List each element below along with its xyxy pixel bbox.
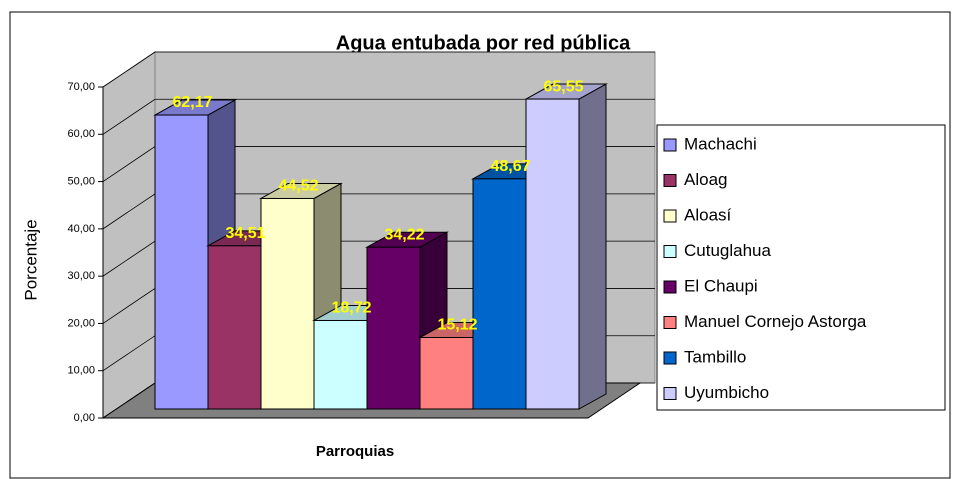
legend-label: Uyumbicho: [684, 383, 769, 402]
bar: [472, 178, 527, 410]
y-axis-label: Porcentaje: [21, 219, 40, 300]
bar: [313, 319, 368, 410]
legend-label: Manuel Cornejo Astorga: [684, 312, 867, 331]
legend-swatch: [663, 351, 677, 365]
bar: [419, 337, 474, 410]
y-tick-label: 10,00: [67, 365, 95, 377]
legend-label: El Chaupi: [684, 276, 758, 295]
y-tick-label: 30,00: [67, 270, 95, 282]
legend-swatch: [663, 387, 677, 400]
y-tick-label: 0,00: [74, 412, 95, 424]
legend: [656, 124, 946, 411]
y-tick-label: 20,00: [67, 317, 95, 329]
grid-line: [102, 98, 655, 135]
value-label: 44,52: [278, 178, 318, 195]
legend-swatch: [663, 245, 677, 258]
legend-label: Aloasí: [684, 205, 732, 224]
legend-label: Tambillo: [684, 347, 746, 366]
y-tick-label: 50,00: [67, 175, 95, 187]
bar: [260, 197, 315, 410]
grid-line: [102, 51, 655, 88]
x-axis-label: Parroquias: [316, 443, 394, 460]
legend-swatch: [663, 174, 677, 187]
value-label: 15,12: [437, 317, 477, 334]
legend-label: Machachi: [684, 134, 757, 153]
y-tick-label: 40,00: [67, 223, 95, 235]
value-label: 34,22: [384, 226, 424, 243]
bar: [366, 246, 421, 410]
legend-swatch: [663, 280, 677, 294]
y-tick-label: 70,00: [67, 81, 95, 93]
y-tick-label: 60,00: [67, 128, 95, 140]
value-label: 65,55: [543, 78, 583, 95]
value-label: 18,72: [331, 300, 371, 317]
legend-swatch: [663, 209, 677, 223]
legend-swatch: [663, 138, 677, 152]
legend-swatch: [663, 316, 677, 329]
value-label: 48,67: [490, 158, 530, 175]
legend-label: Cutuglahua: [684, 241, 772, 260]
bar-group: [524, 83, 608, 410]
legend-label: Aloag: [684, 170, 727, 189]
value-label: 62,17: [172, 94, 212, 111]
value-label: 34,51: [225, 225, 265, 242]
side-wall: [102, 51, 156, 419]
bar-side: [578, 83, 607, 410]
chart-title: Agua entubada por red pública: [336, 32, 631, 54]
bar: [154, 114, 209, 410]
bar: [207, 245, 262, 410]
bar: [525, 98, 580, 410]
